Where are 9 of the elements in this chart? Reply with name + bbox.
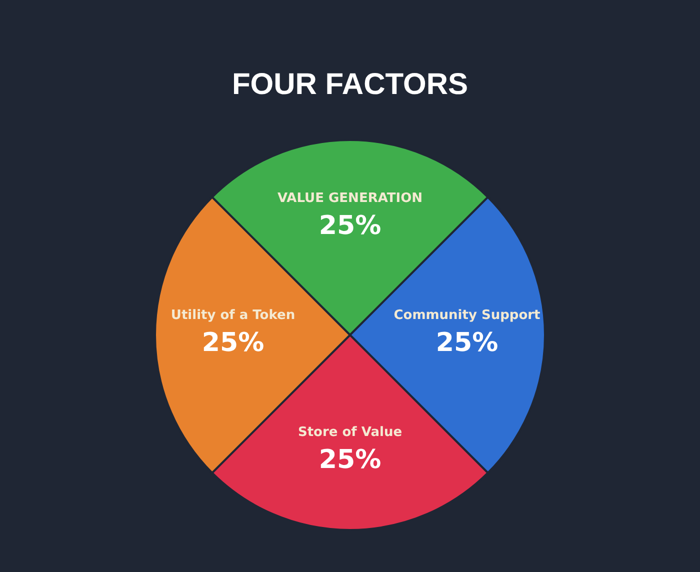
data-label: 25% xyxy=(318,211,382,241)
data-label: 25% xyxy=(318,445,382,475)
data-label: 25% xyxy=(436,328,498,358)
slice-label: Store of Value xyxy=(298,425,402,440)
slice-label: Community Support xyxy=(394,308,540,323)
slice-label: VALUE GENERATION xyxy=(277,191,423,206)
chart-title: FOUR FACTORS xyxy=(232,68,468,101)
data-label: 25% xyxy=(202,328,264,358)
slice-label: Utility of a Token xyxy=(170,308,296,323)
